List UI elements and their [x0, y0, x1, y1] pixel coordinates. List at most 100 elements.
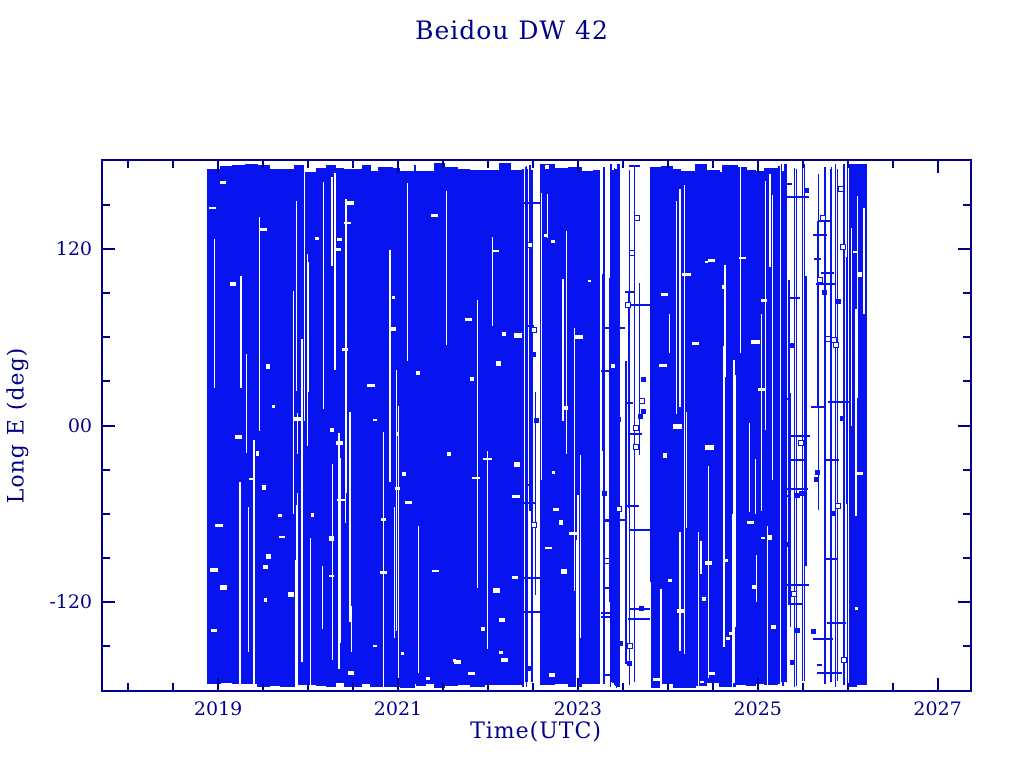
data-gap	[663, 453, 668, 458]
data-mark	[369, 170, 379, 688]
data-mark	[834, 164, 836, 687]
data-mark	[615, 169, 618, 687]
x-tick	[262, 683, 265, 690]
x-tick	[576, 678, 579, 690]
y-tick	[963, 204, 970, 207]
data-mark	[524, 483, 531, 486]
data-gap	[700, 680, 704, 684]
data-mark	[581, 170, 594, 685]
x-tick	[531, 683, 534, 690]
data-mark	[524, 576, 541, 579]
data-gap	[722, 558, 729, 563]
data-gap	[772, 195, 774, 480]
data-gap	[501, 331, 507, 336]
data-gap	[726, 636, 730, 641]
data-mark	[811, 406, 826, 409]
data-point-marker	[799, 491, 805, 497]
data-mark	[629, 170, 631, 685]
data-gap	[552, 508, 560, 511]
data-gap	[760, 299, 767, 302]
data-gap	[247, 507, 249, 652]
y-tick	[103, 248, 115, 251]
y-tick-label: 00	[67, 414, 92, 437]
data-era	[737, 163, 781, 688]
data-gap	[332, 464, 334, 660]
x-tick-label: 2021	[373, 698, 423, 720]
data-mark	[484, 169, 500, 686]
data-point-marker	[613, 552, 619, 558]
data-gap	[549, 672, 556, 678]
data-mark	[603, 587, 610, 590]
x-tick	[396, 161, 399, 173]
data-mark	[433, 163, 445, 688]
data-mark	[399, 170, 415, 688]
data-gap	[500, 658, 508, 662]
y-tick	[103, 644, 110, 647]
x-tick	[352, 683, 355, 690]
data-mark	[522, 168, 524, 688]
data-mark	[612, 170, 615, 683]
x-tick	[217, 161, 220, 173]
data-gap	[576, 494, 579, 688]
data-mark	[629, 165, 640, 168]
data-mark	[534, 392, 536, 596]
data-gap	[367, 384, 376, 387]
data-gap	[265, 554, 271, 559]
x-tick	[172, 683, 175, 690]
data-gap	[498, 651, 503, 654]
data-gap	[707, 258, 716, 263]
x-tick	[801, 683, 804, 690]
data-mark	[613, 168, 615, 686]
data-gap	[239, 481, 242, 688]
data-era	[207, 163, 246, 688]
data-mark	[706, 170, 720, 684]
data-point-marker	[613, 256, 619, 262]
data-mark	[846, 257, 848, 504]
y-tick	[103, 556, 110, 559]
data-mark	[425, 170, 435, 684]
x-tick	[621, 161, 624, 168]
data-gap	[544, 234, 549, 238]
y-tick	[103, 380, 110, 383]
y-tick	[103, 600, 115, 603]
data-mark	[826, 621, 847, 624]
data-gap	[545, 546, 553, 550]
data-mark	[627, 617, 650, 620]
y-tick-label: 120	[55, 238, 92, 261]
data-gap	[390, 326, 396, 332]
data-point-marker	[633, 424, 640, 431]
data-mark	[526, 166, 528, 688]
data-gap	[499, 617, 506, 623]
data-mark	[788, 602, 802, 605]
data-mark	[789, 458, 808, 461]
x-tick	[486, 161, 489, 168]
x-tick	[217, 678, 220, 690]
data-gap	[405, 500, 413, 504]
data-point-marker	[840, 657, 847, 664]
data-gap	[705, 560, 713, 565]
data-gap	[558, 520, 563, 525]
data-point-marker	[791, 591, 798, 598]
data-mark	[592, 170, 601, 685]
x-tick	[936, 161, 939, 173]
data-point-marker	[609, 363, 616, 370]
data-gap	[683, 185, 685, 511]
data-gap	[709, 672, 715, 675]
data-era	[649, 163, 722, 688]
data-gap	[310, 512, 315, 518]
data-era	[810, 163, 850, 688]
data-gap	[395, 431, 400, 436]
data-mark	[788, 434, 810, 437]
data-mark	[634, 167, 636, 682]
data-gap	[697, 532, 699, 688]
data-gap	[209, 567, 218, 572]
data-gap	[464, 318, 472, 321]
data-mark	[781, 397, 791, 400]
data-gap	[659, 364, 668, 367]
data-gap	[568, 531, 577, 535]
x-tick-label: 2019	[193, 698, 243, 720]
data-mark	[745, 170, 757, 687]
data-gap	[263, 565, 268, 569]
data-point-marker	[615, 417, 621, 423]
x-tick	[891, 683, 894, 690]
